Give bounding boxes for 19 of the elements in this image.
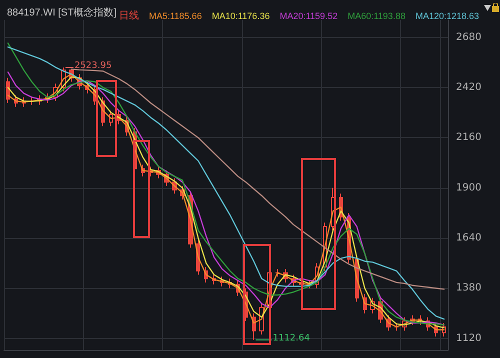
text: MA120:1218.63 [415, 11, 480, 21]
y-tick-label: 1900 [456, 182, 482, 194]
candlestick [394, 322, 399, 332]
candlestick [275, 268, 280, 278]
annotation: 1112.64 [272, 333, 310, 344]
text: MA60:1193.88 [348, 11, 406, 21]
text: MA10:1176.36 [212, 11, 270, 21]
line-series [70, 68, 445, 290]
y-tick-label: 2160 [456, 132, 482, 144]
y-tick-label: 2680 [456, 32, 482, 43]
y-tick-label: 2420 [456, 82, 482, 94]
text: MA5:1185.66 [148, 11, 202, 21]
y-tick-label: 1380 [456, 282, 482, 294]
y-tick-label: 1120 [456, 332, 482, 344]
annotation: 2523.95 [74, 60, 112, 71]
text: 日线 [118, 10, 139, 22]
y-tick-label: 1640 [456, 232, 482, 244]
chart-title: 884197.WI [ST概念指数] [7, 6, 117, 18]
text: MA20:1159.52 [280, 11, 338, 21]
